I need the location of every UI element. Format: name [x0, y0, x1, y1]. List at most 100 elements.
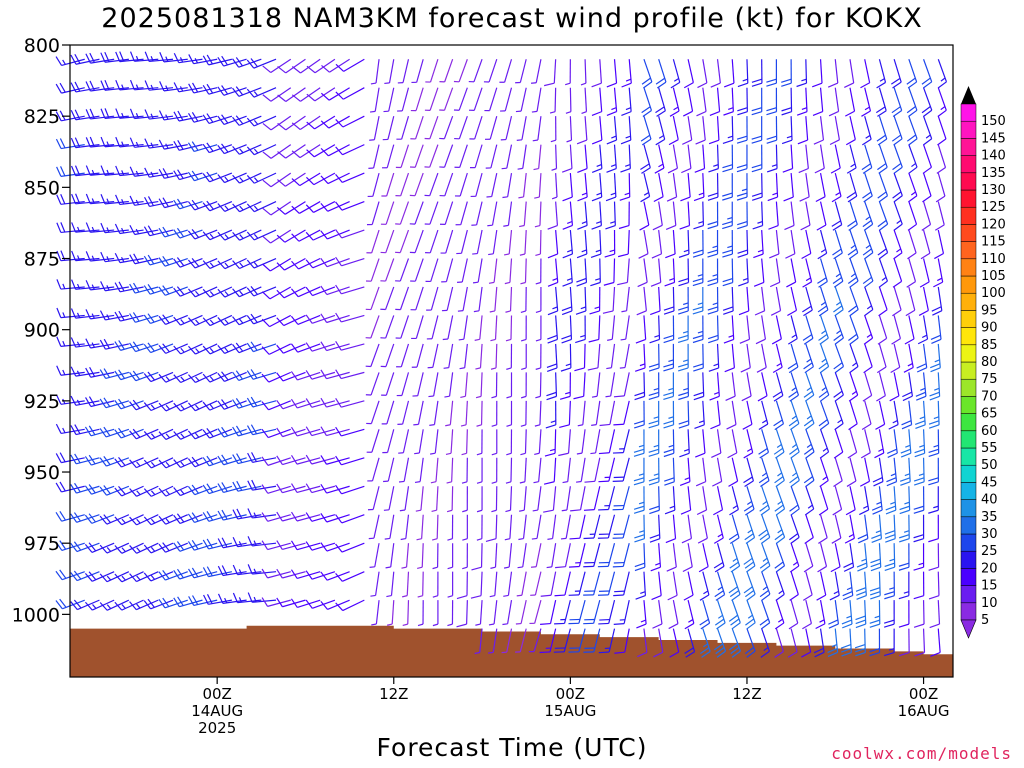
barb-feather [860, 452, 871, 459]
barb-feather [70, 425, 77, 435]
barb-staff [702, 457, 707, 482]
barb-half-feather [535, 367, 541, 370]
barb-staff [282, 371, 306, 382]
barb-feather [817, 565, 827, 573]
barb-feather [906, 106, 916, 114]
barb-feather [831, 220, 841, 227]
barb-half-feather [792, 561, 798, 566]
barb-half-feather [822, 476, 828, 481]
barb-half-feather [239, 205, 244, 211]
barb-staff [819, 116, 825, 141]
barb-staff [834, 514, 842, 539]
wind-barb [727, 429, 738, 459]
wind-barb [246, 369, 277, 380]
wind-barb [456, 229, 468, 255]
barb-feather [723, 310, 734, 315]
barb-staff [371, 229, 380, 254]
barb-feather [869, 623, 880, 628]
barb-staff [385, 343, 395, 367]
wind-barb [261, 597, 291, 607]
wind-barb [305, 398, 336, 408]
barb-feather [305, 426, 313, 436]
barb-feather [663, 420, 674, 425]
wind-barb [554, 571, 571, 597]
barb-feather [232, 145, 240, 155]
barb-feather [115, 165, 121, 176]
wind-barb [380, 201, 395, 225]
barb-feather [828, 110, 839, 117]
barb-feather [722, 164, 733, 169]
wind-barb [366, 229, 380, 254]
barb-staff [341, 343, 365, 351]
wind-barb [693, 372, 705, 401]
wind-barb [246, 172, 277, 184]
wind-barb [458, 315, 468, 341]
barb-feather [291, 122, 301, 130]
wind-barb [818, 486, 829, 516]
barb-half-feather [136, 461, 141, 467]
wind-barb [401, 543, 410, 569]
barb-feather [613, 423, 624, 426]
barb-feather [335, 455, 342, 466]
wind-barb [665, 230, 676, 259]
wind-barb [261, 512, 291, 522]
barb-staff [775, 144, 778, 169]
wind-barb [232, 537, 262, 548]
wind-barb [277, 172, 306, 187]
wind-barb [651, 571, 662, 601]
wind-barb [559, 400, 571, 429]
barb-feather [870, 558, 881, 564]
barb-half-feather [821, 386, 827, 392]
barb-staff [819, 59, 823, 84]
wind-barb [886, 457, 898, 487]
barb-feather [906, 134, 917, 142]
wind-barb [833, 457, 843, 488]
barb-feather [143, 226, 151, 236]
barb-feather [55, 512, 63, 522]
barb-feather [202, 484, 210, 494]
barb-feather [699, 618, 709, 626]
barb-feather [614, 651, 625, 654]
barb-half-feather [658, 163, 664, 168]
barb-feather [819, 422, 830, 431]
wind-barb [534, 429, 542, 456]
barb-half-feather [431, 509, 437, 513]
barb-feather [870, 566, 881, 572]
wind-barb [899, 628, 910, 657]
wind-barb [439, 115, 454, 140]
wind-barb [875, 87, 887, 117]
barb-staff [775, 258, 781, 283]
barb-feather [246, 59, 255, 69]
barb-staff [464, 372, 468, 397]
barb-half-feather [253, 205, 259, 211]
colorbar-label: 5 [981, 613, 989, 628]
barb-half-feather [239, 318, 244, 324]
barb-feather [914, 652, 925, 657]
wind-barb [554, 599, 571, 625]
wind-barb [692, 258, 704, 287]
barb-staff [373, 514, 380, 539]
barb-feather [290, 569, 298, 579]
barb-staff [419, 457, 424, 482]
barb-staff [399, 286, 410, 310]
wind-barb [528, 628, 542, 653]
barb-half-feather [150, 574, 156, 580]
barb-half-feather [91, 342, 95, 348]
barb-feather [651, 594, 662, 601]
barb-feather [85, 309, 91, 320]
wind-barb [751, 87, 763, 116]
wind-barb [708, 116, 720, 145]
wind-barb [637, 628, 648, 658]
barb-staff [341, 400, 365, 408]
barb-feather [573, 395, 584, 400]
barb-feather [634, 534, 645, 539]
wind-barb [290, 343, 321, 353]
colorbar-label: 30 [981, 527, 998, 542]
barb-half-feather [503, 224, 509, 227]
barb-half-feather [150, 404, 156, 410]
barb-feather [88, 396, 96, 406]
wind-barb [409, 172, 424, 197]
barb-staff [521, 116, 527, 140]
barb-feather [759, 589, 769, 598]
barb-feather [914, 448, 925, 454]
